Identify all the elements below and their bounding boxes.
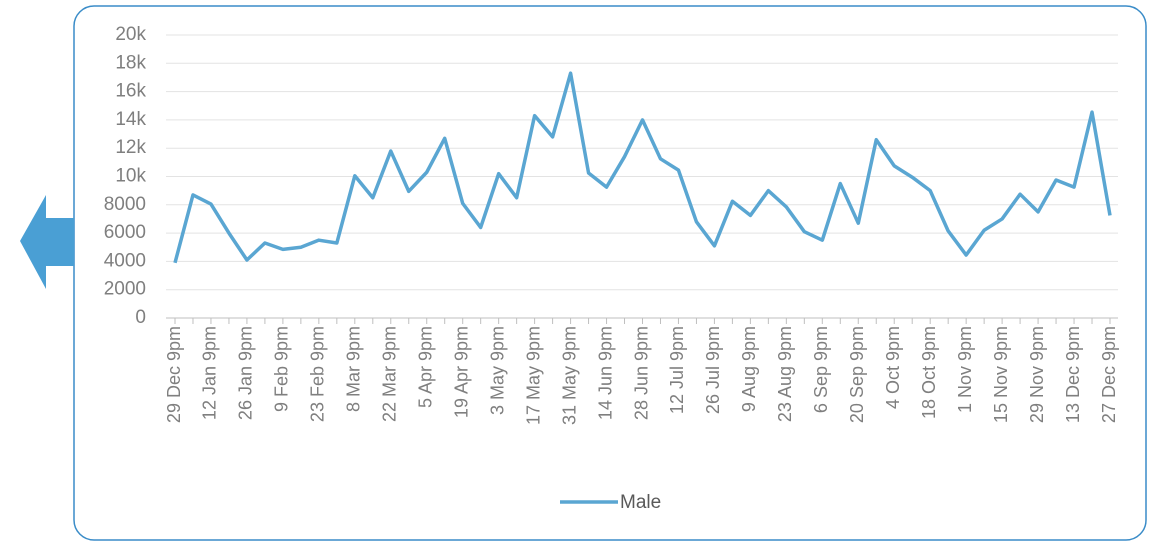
x-tick-label: 9 Feb 9pm — [272, 326, 292, 412]
legend-label: Male — [620, 492, 661, 513]
y-tick-label: 4000 — [104, 250, 146, 271]
y-tick-label: 0 — [135, 307, 146, 328]
x-tick-label: 26 Jan 9pm — [236, 326, 256, 420]
chart-frame — [73, 5, 1147, 541]
x-tick-label: 22 Mar 9pm — [380, 326, 400, 422]
y-tick-label: 2000 — [104, 279, 146, 300]
x-tick-label: 27 Dec 9pm — [1099, 326, 1119, 423]
x-tick-label: 20 Sep 9pm — [847, 326, 867, 423]
x-tick-label: 4 Oct 9pm — [883, 326, 903, 409]
y-tick-label: 16k — [115, 81, 146, 102]
y-tick-label: 6000 — [104, 222, 146, 243]
x-tick-label: 28 Jun 9pm — [631, 326, 651, 420]
x-tick-label: 8 Mar 9pm — [344, 326, 364, 412]
x-tick-label: 13 Dec 9pm — [1063, 326, 1083, 423]
x-tick-label: 5 Apr 9pm — [415, 326, 435, 408]
x-tick-label: 1 Nov 9pm — [955, 326, 975, 413]
x-tick-label: 18 Oct 9pm — [919, 326, 939, 419]
y-tick-label: 12k — [115, 137, 146, 158]
y-tick-label: 8000 — [104, 194, 146, 215]
x-tick-label: 29 Dec 9pm — [164, 326, 184, 423]
x-tick-label: 29 Nov 9pm — [1027, 326, 1047, 423]
y-tick-label: 14k — [115, 109, 146, 130]
x-tick-label: 19 Apr 9pm — [451, 326, 471, 418]
x-tick-label: 3 May 9pm — [487, 326, 507, 415]
y-tick-label: 20k — [115, 24, 146, 45]
x-tick-label: 31 May 9pm — [559, 326, 579, 425]
y-tick-label: 18k — [115, 52, 146, 73]
x-tick-label: 26 Jul 9pm — [703, 326, 723, 414]
x-tick-label: 23 Feb 9pm — [308, 326, 328, 422]
x-tick-label: 15 Nov 9pm — [991, 326, 1011, 423]
x-tick-label: 17 May 9pm — [523, 326, 543, 425]
x-tick-label: 12 Jan 9pm — [200, 326, 220, 420]
y-tick-label: 10k — [115, 166, 146, 187]
x-tick-label: 23 Aug 9pm — [775, 326, 795, 422]
series-line — [173, 71, 1112, 264]
x-tick-label: 12 Jul 9pm — [667, 326, 687, 414]
x-tick-label: 9 Aug 9pm — [739, 326, 759, 412]
x-tick-label: 14 Jun 9pm — [595, 326, 615, 420]
back-arrow[interactable] — [20, 195, 74, 289]
x-tick-label: 6 Sep 9pm — [811, 326, 831, 413]
